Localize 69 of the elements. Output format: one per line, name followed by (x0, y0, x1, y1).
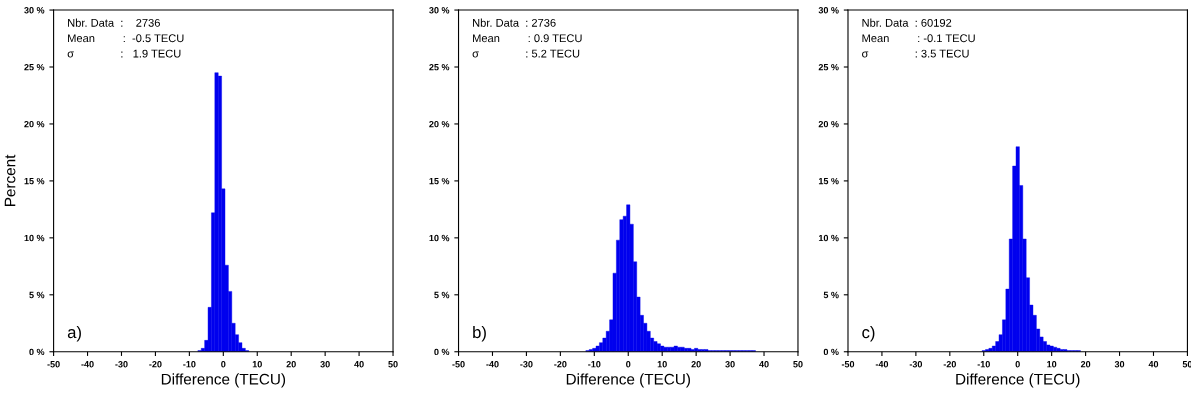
x-tick-label: -10 (588, 361, 601, 368)
x-tick-label: -30 (115, 361, 128, 368)
y-tick-label: 0 % (29, 348, 45, 356)
x-tick-label: -10 (977, 361, 990, 368)
x-tick-label: 50 (793, 361, 803, 368)
x-tick-label: 30 (320, 361, 330, 368)
x-tick-label: -20 (149, 361, 162, 368)
y-tick-label: 30 % (24, 7, 45, 14)
annotation: σ : 5.2 TECU (472, 49, 580, 58)
x-tick-label: 20 (1080, 361, 1091, 368)
x-tick-label: -50 (841, 361, 855, 368)
x-tick-label: 10 (1047, 361, 1057, 368)
x-tick-label: -20 (554, 361, 567, 368)
annotation: Mean : -0.5 TECU (68, 34, 184, 43)
x-tick-label: -40 (486, 361, 499, 368)
x-axis-title: Difference (TECU) (956, 373, 1080, 388)
y-tick-label: 10 % (24, 234, 45, 242)
x-tick-label: 20 (691, 361, 701, 368)
x-tick-label: -30 (520, 361, 533, 368)
annotation: Nbr. Data : 2736 (473, 18, 556, 27)
x-tick-label: 0 (626, 361, 631, 368)
y-tick-label: 20 % (818, 120, 839, 128)
y-tick-label: 20 % (24, 120, 45, 128)
y-tick-label: 5 % (823, 291, 839, 299)
x-tick-label: 10 (657, 361, 667, 368)
annotation: σ : 3.5 TECU (862, 49, 969, 58)
x-axis-title: Difference (TECU) (161, 373, 286, 388)
x-tick-label: 30 (725, 361, 735, 368)
y-tick-label: 25 % (429, 63, 450, 71)
x-tick-label: -40 (81, 361, 94, 368)
y-tick-label: 5 % (29, 291, 45, 299)
x-tick-label: -20 (943, 361, 956, 368)
x-tick-label: -50 (452, 361, 465, 368)
x-axis-title: Difference (TECU) (566, 373, 690, 388)
x-tick-label: 40 (1148, 361, 1159, 368)
y-tick-label: 15 % (818, 177, 839, 185)
x-tick-label: 40 (759, 361, 769, 368)
annotation: Nbr. Data : 60192 (862, 18, 952, 27)
annotation: a) (67, 325, 81, 342)
y-tick-label: 30 % (818, 7, 839, 14)
x-tick-label: -10 (183, 361, 196, 368)
y-tick-label: 15 % (429, 177, 450, 185)
y-tick-label: 25 % (24, 63, 45, 71)
annotation: Nbr. Data : 2736 (68, 18, 160, 27)
annotation: c) (862, 325, 875, 342)
y-tick-label: 30 % (429, 7, 450, 14)
x-tick-label: 20 (286, 361, 296, 368)
y-tick-label: 5 % (434, 291, 450, 299)
annotation: Mean : -0.1 TECU (862, 34, 975, 43)
x-tick-label: 0 (221, 361, 226, 368)
y-axis-title: Percent (4, 154, 16, 206)
y-tick-label: 10 % (429, 234, 450, 242)
x-tick-label: 50 (388, 361, 398, 368)
x-tick-label: 10 (252, 361, 262, 368)
x-tick-label: -40 (875, 361, 889, 368)
x-tick-label: -50 (47, 361, 60, 368)
x-tick-label: -30 (909, 361, 923, 368)
x-tick-label: 40 (354, 361, 364, 368)
y-tick-label: 20 % (429, 120, 450, 128)
annotation: b) (473, 325, 486, 342)
x-tick-label: 0 (1015, 361, 1020, 368)
annotation: Mean : 0.9 TECU (473, 34, 582, 43)
x-tick-label: 30 (1114, 361, 1125, 368)
y-tick-label: 0 % (434, 348, 450, 356)
y-tick-label: 10 % (818, 234, 839, 242)
y-tick-label: 25 % (818, 63, 839, 71)
y-tick-label: 15 % (24, 177, 45, 185)
y-tick-label: 0 % (823, 348, 839, 356)
annotation: σ : 1.9 TECU (67, 49, 181, 58)
